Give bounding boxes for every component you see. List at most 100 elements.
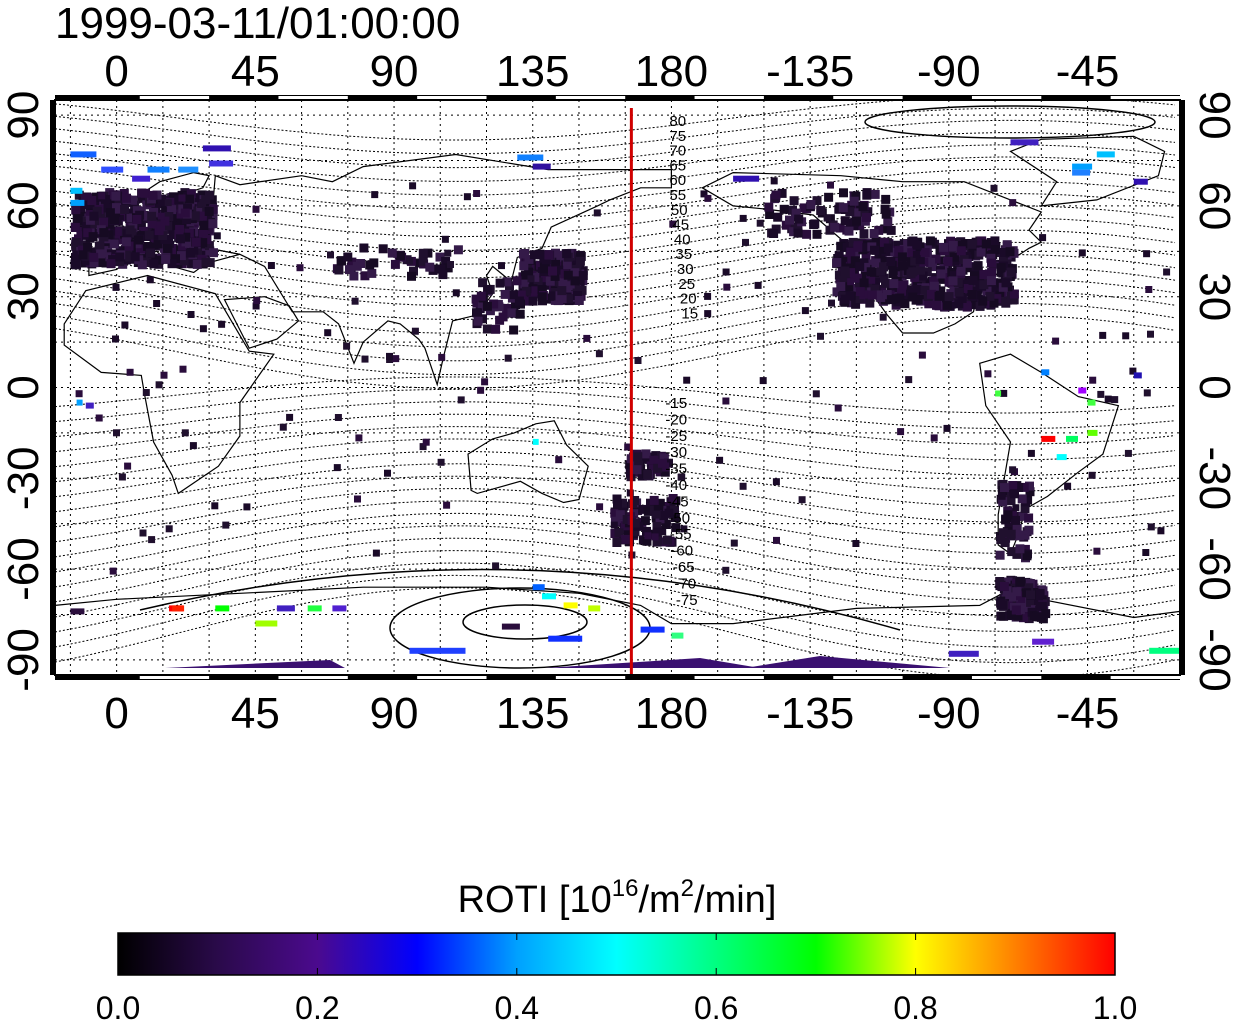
roti-cell-antarctic-peninsula xyxy=(999,611,1009,621)
x-tick-label-top: 180 xyxy=(635,47,708,96)
roti-cell-europe xyxy=(173,209,183,219)
roti-cell-north-america xyxy=(882,290,892,299)
roti-cell-central-asia xyxy=(369,258,379,268)
roti-cell-antarctic-peninsula xyxy=(1009,592,1018,602)
colorbar-tick-label: 0.4 xyxy=(495,990,539,1024)
roti-cell-north-america xyxy=(897,286,906,296)
roti-cell-scattered xyxy=(879,313,887,321)
mlat-contour-south xyxy=(55,475,1176,539)
roti-cell-pacific xyxy=(633,452,643,462)
roti-cell-europe xyxy=(136,250,146,259)
mlat-contour-north xyxy=(55,315,1176,389)
roti-cell-scattered xyxy=(852,540,860,547)
roti-cell-alaska-canada xyxy=(799,203,809,213)
roti-cell-north-america xyxy=(949,286,959,296)
roti-cell-south-america xyxy=(998,497,1008,507)
roti-cell-scattered xyxy=(1147,330,1154,338)
roti-cell-scattered xyxy=(267,262,275,269)
roti-cell-south-america xyxy=(1016,530,1026,540)
roti-cell-scattered xyxy=(1088,471,1096,479)
roti-cell-north-america xyxy=(907,248,917,258)
roti-cell-europe xyxy=(121,237,131,247)
roti-cell-new-zealand xyxy=(652,527,662,537)
roti-cell-scattered xyxy=(847,278,855,286)
roti-band-antarctic xyxy=(745,656,950,668)
roti-cell-japan xyxy=(548,291,558,301)
roti-cell-europe xyxy=(137,193,147,203)
roti-cell-europe xyxy=(89,258,99,268)
bottom-axis-segment xyxy=(694,676,764,679)
roti-cell-scattered xyxy=(918,351,926,359)
roti-cell-japan xyxy=(519,249,528,259)
roti-cell-south-america xyxy=(1007,547,1017,557)
roti-cell-north-america xyxy=(920,285,930,295)
roti-cell-china xyxy=(477,302,487,312)
roti-cell-north-america xyxy=(881,278,890,288)
roti-cell-japan xyxy=(563,281,573,291)
roti-cell-scattered xyxy=(1078,249,1086,257)
roti-cell-europe xyxy=(168,230,178,240)
roti-cell-japan xyxy=(533,277,543,287)
roti-cell-japan xyxy=(545,276,555,286)
roti-cell-scattered xyxy=(334,414,342,421)
roti-cell-highlight xyxy=(1087,399,1096,406)
roti-cell-north-america xyxy=(931,254,941,264)
y-tick-label-right: -30 xyxy=(1190,447,1239,511)
roti-cell-japan xyxy=(557,294,567,303)
roti-cell-europe xyxy=(197,211,207,221)
roti-cell-europe xyxy=(120,205,130,214)
mlat-label-north: 45 xyxy=(672,217,689,234)
roti-cell-north-america xyxy=(934,291,944,301)
bottom-axis-segment xyxy=(278,676,348,679)
roti-cell-europe xyxy=(169,192,178,202)
colorbar-title: ROTI [1016/m2/min] xyxy=(458,875,777,921)
roti-cell-north-america xyxy=(970,271,979,281)
mlat-label-south: -15 xyxy=(665,395,687,412)
roti-cell-scattered xyxy=(722,268,730,276)
roti-cell-north-america xyxy=(867,290,877,300)
roti-cell-scattered xyxy=(723,283,731,291)
roti-cell-scattered xyxy=(683,376,691,384)
colorbar-tick-label: 0.0 xyxy=(96,990,140,1024)
roti-cell-alaska-canada xyxy=(777,188,787,198)
roti-cell-alaska-canada xyxy=(793,223,803,232)
roti-cell-japan xyxy=(524,267,534,277)
roti-cell-south-america xyxy=(1014,483,1024,492)
roti-cell-north-america xyxy=(908,292,918,302)
roti-cell-north-america xyxy=(986,276,996,286)
roti-cell-highlight xyxy=(276,605,295,612)
roti-cell-scattered xyxy=(443,501,451,509)
roti-cell-china xyxy=(482,324,492,334)
roti-cell-north-america xyxy=(1002,272,1012,282)
roti-cell-north-america xyxy=(929,281,939,291)
roti-cell-scattered xyxy=(930,434,938,442)
roti-cell-highlight xyxy=(1096,151,1115,158)
roti-cell-antarctic-peninsula xyxy=(1032,612,1042,622)
roti-cell-alaska-canada xyxy=(781,220,791,230)
roti-cell-north-america xyxy=(877,284,887,294)
roti-cell-south-america xyxy=(1017,494,1027,504)
roti-cell-north-america xyxy=(861,251,871,261)
roti-cell-antarctic-peninsula xyxy=(1026,590,1035,600)
roti-cell-north-america xyxy=(840,268,850,278)
roti-cell-europe xyxy=(111,191,121,201)
roti-cell-europe xyxy=(103,203,113,213)
mlat-contour-south xyxy=(55,376,1176,414)
roti-cell-alaska-canada xyxy=(845,207,855,217)
roti-cell-central-asia xyxy=(396,251,405,261)
roti-cell-europe xyxy=(81,193,91,203)
roti-cell-scattered xyxy=(1089,376,1097,384)
roti-cell-japan xyxy=(570,268,580,278)
roti-cell-scattered xyxy=(121,321,129,329)
roti-cell-scattered xyxy=(1099,331,1107,339)
roti-cell-scattered xyxy=(351,297,359,305)
roti-cell-central-asia xyxy=(418,248,428,258)
roti-cell-europe xyxy=(102,252,112,262)
roti-cell-pacific xyxy=(634,460,644,470)
roti-cell-scattered xyxy=(772,478,780,486)
roti-cell-new-zealand xyxy=(640,516,650,526)
roti-cell-alaska-canada xyxy=(793,228,803,238)
roti-cell-north-america xyxy=(936,269,946,279)
roti-cell-scattered xyxy=(704,194,712,202)
roti-cell-central-asia xyxy=(359,243,369,253)
